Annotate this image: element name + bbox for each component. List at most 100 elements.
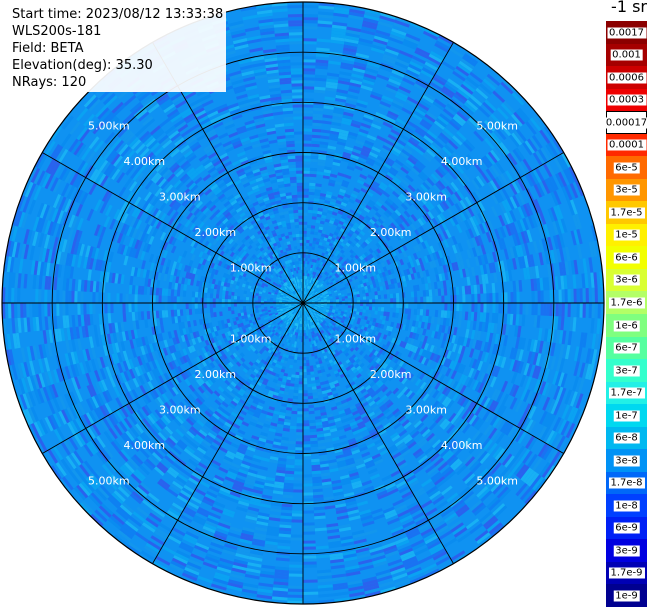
heatmap-cell [328,292,332,295]
heatmap-cell [289,313,293,316]
heatmap-cell [295,155,303,159]
heatmap-cell [308,191,315,196]
heatmap-cell [278,279,282,283]
heatmap-cell [307,320,310,324]
heatmap-cell [311,311,315,314]
heatmap-cell [288,296,292,299]
heatmap-cell [228,291,232,296]
heatmap-cell [287,319,291,323]
heatmap-cell [351,316,356,320]
heatmap-cell [297,288,300,292]
heatmap-cell [327,312,332,316]
heatmap-cell [320,307,324,310]
heatmap-cell [287,262,291,267]
heatmap-cell [306,359,310,364]
heatmap-cell [303,254,306,258]
heatmap-cell [294,316,297,320]
heatmap-cell [310,308,313,311]
heatmap-cell [390,298,394,303]
heatmap-cell [279,320,283,324]
heatmap-cell [212,303,216,308]
heatmap-cell [308,299,312,302]
heatmap-cell [329,271,333,276]
heatmap-cell [296,323,299,327]
heatmap-cell [258,283,262,287]
heatmap-cell [315,315,319,318]
heatmap-cell [290,274,294,279]
heatmap-cell [306,326,309,330]
heatmap-cell [304,311,307,315]
heatmap-cell [307,258,311,262]
heatmap-cell [316,314,320,318]
heatmap-cell [310,322,313,326]
heatmap-cell [330,329,335,333]
heatmap-cell [301,339,303,343]
heatmap-cell [305,303,309,305]
heatmap-cell [322,262,326,267]
heatmap-cell [301,308,303,312]
heatmap-cell [261,282,266,286]
heatmap-cell [440,288,445,296]
heatmap-cell [227,306,232,311]
heatmap-cell [288,307,292,310]
heatmap-cell [446,310,451,319]
heatmap-cell [291,306,295,308]
heatmap-cell [329,321,334,325]
heatmap-cell [334,272,339,277]
heatmap-cell [486,303,490,313]
heatmap-cell [264,308,268,312]
heatmap-cell [297,301,301,303]
heatmap-cell [212,293,217,299]
heatmap-cell [289,176,297,181]
heatmap-cell [321,252,325,257]
heatmap-cell [300,308,302,312]
heatmap-cell [462,294,466,303]
heatmap-cell [440,310,445,318]
heatmap-cell [303,294,305,298]
heatmap-cell [293,359,297,363]
heatmap-cell [291,343,295,348]
heatmap-cell [164,303,168,311]
heatmap-cell [268,338,273,343]
heatmap-cell [291,304,295,306]
heatmap-cell [353,305,358,309]
heatmap-cell [413,291,418,298]
heatmap-cell [288,298,292,300]
heatmap-cell [358,311,363,316]
heatmap-cell [321,291,325,294]
heatmap-cell [179,309,184,316]
heatmap-cell [280,309,284,312]
heatmap-cell [272,342,277,346]
heatmap-cell [274,332,279,336]
heatmap-cell [276,297,280,300]
heatmap-cell [289,278,293,283]
heatmap-cell [307,313,310,317]
heatmap-cell [307,261,310,265]
heatmap-cell [295,286,298,290]
heatmap-cell [303,294,305,298]
heatmap-cell [290,317,294,321]
heatmap-cell [110,303,114,314]
heatmap-cell [288,333,292,337]
heatmap-cell [308,304,312,306]
heatmap-cell [314,299,318,302]
heatmap-cell [170,296,174,303]
heatmap-cell [287,158,296,163]
heatmap-cell [288,287,291,291]
heatmap-cell [313,296,317,299]
heatmap-cell [299,285,301,289]
heatmap-cell [327,332,332,336]
heatmap-cell [310,280,313,284]
heatmap-cell [294,286,297,290]
heatmap-cell [260,303,264,306]
heatmap-cell [277,276,281,280]
heatmap-cell [304,305,306,309]
heatmap-cell [326,315,330,319]
heatmap-cell [122,303,126,313]
heatmap-cell [266,303,270,305]
heatmap-cell [305,294,308,298]
heatmap-cell [307,270,310,274]
heatmap-cell [289,364,294,369]
heatmap-cell [317,304,321,306]
heatmap-cell [294,462,303,466]
